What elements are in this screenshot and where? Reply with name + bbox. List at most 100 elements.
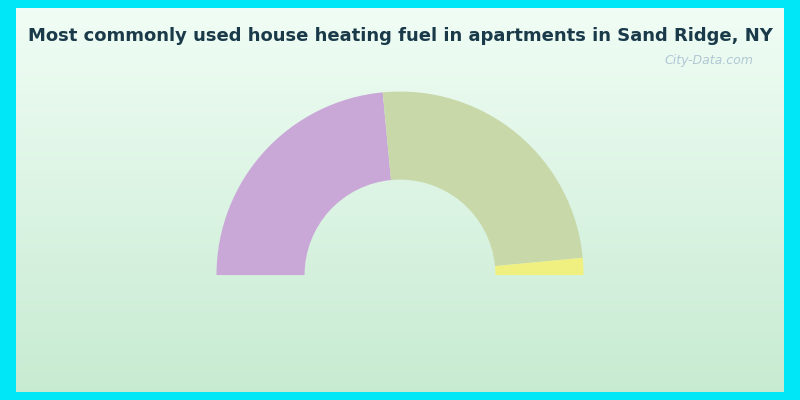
Bar — [16, 304, 784, 305]
Bar — [16, 252, 784, 254]
Bar — [16, 364, 784, 365]
Bar — [16, 122, 784, 123]
Bar — [16, 277, 784, 278]
Bar — [16, 324, 784, 326]
Bar — [16, 244, 784, 245]
Bar — [16, 366, 784, 368]
Bar — [16, 54, 784, 55]
Bar — [16, 256, 784, 258]
Bar — [16, 348, 784, 350]
Bar — [16, 166, 784, 167]
Bar — [16, 276, 784, 277]
Bar — [16, 380, 784, 382]
Bar — [16, 209, 784, 210]
Bar — [16, 63, 784, 64]
Bar — [16, 137, 784, 138]
Bar — [16, 58, 784, 59]
Bar — [16, 340, 784, 341]
Bar — [16, 73, 784, 74]
Bar — [16, 215, 784, 217]
Bar — [16, 246, 784, 247]
Bar — [16, 16, 784, 17]
Bar — [16, 72, 784, 73]
Bar — [16, 62, 784, 63]
Bar — [16, 250, 784, 251]
Bar — [16, 295, 784, 296]
Wedge shape — [217, 92, 391, 275]
Bar — [16, 128, 784, 130]
Bar — [16, 142, 784, 144]
Bar — [16, 144, 784, 145]
Bar — [16, 336, 784, 337]
Bar — [16, 270, 784, 272]
Bar — [16, 188, 784, 190]
Bar — [16, 241, 784, 242]
Bar — [16, 90, 784, 91]
Bar — [16, 351, 784, 352]
Bar — [16, 290, 784, 291]
Bar — [16, 372, 784, 373]
Bar — [16, 38, 784, 39]
Bar — [16, 158, 784, 159]
Bar — [16, 80, 784, 81]
Bar — [16, 66, 784, 67]
Bar — [16, 109, 784, 110]
Bar — [16, 286, 784, 287]
Bar — [16, 201, 784, 202]
Bar — [16, 328, 784, 329]
Bar — [16, 178, 784, 180]
Text: Most commonly used house heating fuel in apartments in Sand Ridge, NY: Most commonly used house heating fuel in… — [27, 27, 773, 45]
Bar — [16, 118, 784, 119]
Bar — [16, 233, 784, 234]
Bar — [16, 22, 784, 23]
Bar — [16, 164, 784, 166]
Bar — [16, 95, 784, 96]
Bar — [16, 116, 784, 117]
Bar — [16, 159, 784, 160]
Bar — [16, 89, 784, 90]
Bar — [16, 194, 784, 195]
Bar — [16, 282, 784, 283]
Bar — [16, 124, 784, 126]
Bar — [16, 359, 784, 360]
Bar — [16, 110, 784, 112]
Bar — [16, 300, 784, 301]
Bar — [16, 272, 784, 273]
Bar — [16, 28, 784, 30]
Bar — [16, 18, 784, 20]
Bar — [16, 55, 784, 57]
Bar — [16, 301, 784, 302]
Bar — [16, 200, 784, 201]
Bar — [16, 313, 784, 314]
Bar — [16, 114, 784, 116]
Bar — [16, 343, 784, 345]
Bar — [16, 218, 784, 219]
Bar — [16, 240, 784, 241]
Bar — [16, 370, 784, 372]
Bar — [16, 155, 784, 156]
Bar — [16, 186, 784, 187]
Bar — [16, 140, 784, 141]
Bar — [16, 196, 784, 198]
Bar — [16, 375, 784, 377]
Bar — [16, 119, 784, 121]
Bar — [16, 32, 784, 34]
Bar — [16, 365, 784, 366]
Bar — [16, 91, 784, 92]
Bar — [16, 148, 784, 149]
Bar — [16, 183, 784, 185]
Bar — [16, 341, 784, 342]
Bar — [16, 327, 784, 328]
Bar — [16, 169, 784, 170]
Bar — [16, 60, 784, 62]
Bar — [16, 314, 784, 315]
Bar — [16, 388, 784, 390]
Bar — [16, 49, 784, 50]
Bar — [16, 223, 784, 224]
Wedge shape — [495, 258, 583, 275]
Bar — [16, 305, 784, 306]
Bar — [16, 77, 784, 78]
Bar — [16, 249, 784, 250]
Bar — [16, 269, 784, 270]
Bar — [16, 10, 784, 12]
